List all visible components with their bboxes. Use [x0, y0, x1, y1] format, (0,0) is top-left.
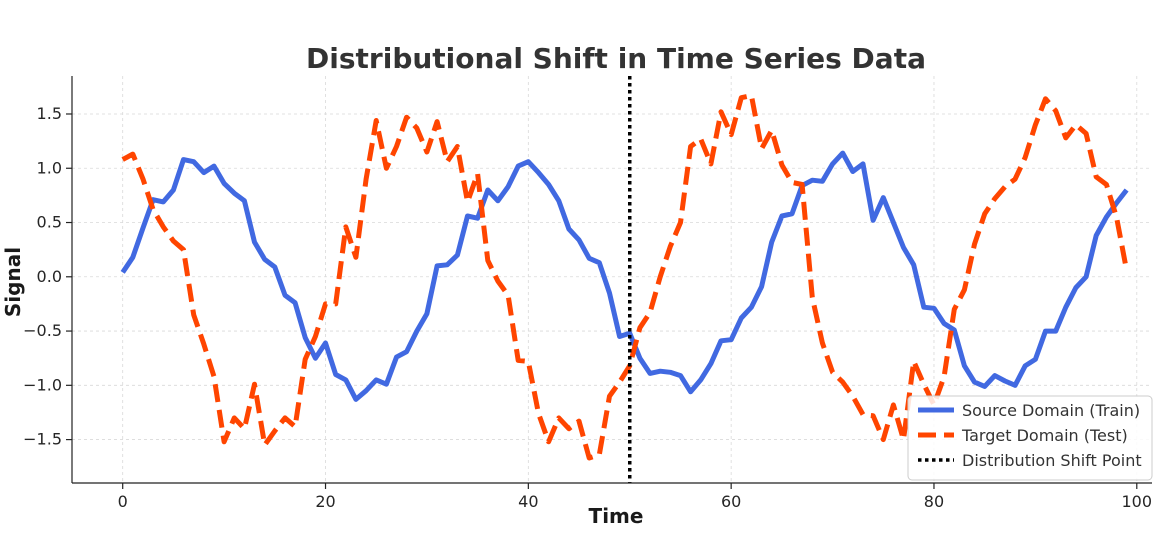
axis-ticks: 0 20 40 60 80 100 −1.5 −1.0 −0.5 0.0 0.5 1.0 1.5 — [23, 104, 1152, 511]
y-tick-label: −1.5 — [23, 430, 62, 449]
legend-box — [907, 395, 1153, 481]
x-tick-label: 20 — [315, 492, 335, 511]
x-tick-label: 100 — [1122, 492, 1153, 511]
x-tick-label: 0 — [118, 492, 128, 511]
legend-label-target: Target Domain (Test) — [961, 426, 1128, 445]
x-tick-label: 40 — [518, 492, 538, 511]
legend: Source Domain (Train) Target Domain (Test… — [907, 395, 1153, 481]
x-tick-label: 80 — [924, 492, 944, 511]
chart-title: Distributional Shift in Time Series Data — [306, 42, 926, 75]
x-axis-label: Time — [589, 504, 644, 528]
axes-frame — [71, 76, 1152, 484]
legend-label-source: Source Domain (Train) — [962, 401, 1140, 420]
legend-label-shift: Distribution Shift Point — [962, 451, 1142, 470]
y-tick-label: 0.0 — [37, 267, 62, 286]
y-tick-label: −0.5 — [23, 321, 62, 340]
y-tick-label: −1.0 — [23, 375, 62, 394]
y-tick-label: 1.0 — [37, 158, 62, 177]
series-line-target — [121, 93, 1130, 461]
series-line-source — [120, 150, 1129, 402]
x-tick-label: 60 — [721, 492, 741, 511]
y-axis-label: Signal — [1, 247, 25, 317]
plot-area — [120, 76, 1130, 483]
y-tick-label: 0.5 — [37, 213, 62, 232]
y-tick-label: 1.5 — [37, 104, 62, 123]
